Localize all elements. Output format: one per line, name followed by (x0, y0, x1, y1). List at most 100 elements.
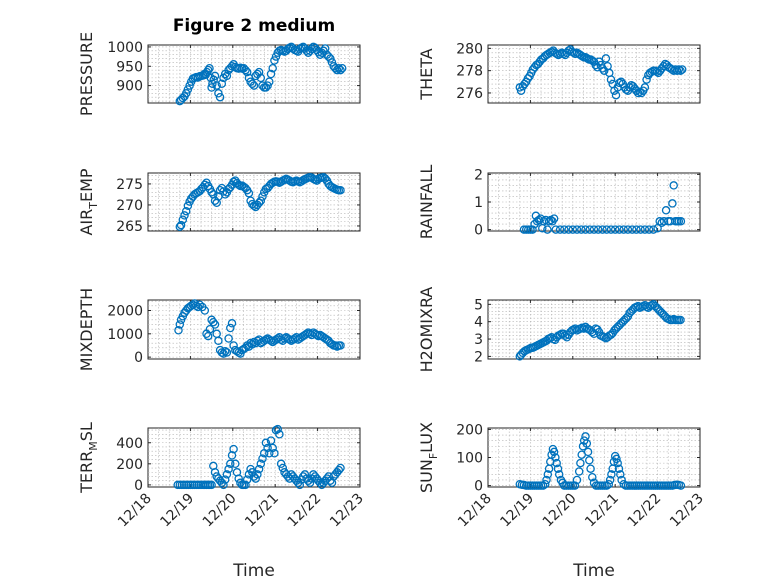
data-point (336, 185, 345, 195)
data-point (334, 63, 344, 73)
y-tick-label: 278 (456, 64, 483, 80)
data-point (332, 65, 342, 75)
data-point (574, 467, 584, 476)
data-point (242, 475, 252, 484)
data-point (217, 79, 227, 88)
data-point (241, 65, 250, 75)
data-point (583, 447, 593, 457)
data-point (224, 464, 233, 474)
data-point (183, 201, 193, 211)
data-point (276, 459, 286, 469)
data-point (241, 480, 250, 490)
data-point (554, 470, 564, 479)
y-axis-label: PRESSURE (77, 32, 96, 116)
data-point (224, 334, 233, 343)
data-point (617, 475, 626, 485)
data-point (222, 71, 232, 81)
axes-theta: 276 278 280 THETA (417, 41, 701, 104)
data-point (258, 192, 267, 201)
data-point (208, 79, 217, 88)
y-axis-label: MIXDEPTH (77, 288, 96, 371)
x-tick-label: 12/21 (582, 491, 622, 531)
data-point (249, 81, 259, 90)
data-point (609, 457, 619, 466)
data-point (229, 444, 238, 454)
data-point (178, 215, 188, 224)
data-point (248, 79, 257, 88)
data-point (598, 64, 607, 73)
data-point (676, 315, 685, 325)
data-point (326, 54, 335, 63)
data-point (273, 424, 282, 434)
data-point (222, 470, 232, 479)
data-point (210, 468, 220, 477)
data-point (302, 46, 311, 56)
data-point (226, 323, 235, 333)
y-tick-label: 1000 (107, 40, 143, 56)
y-tick-label: 400 (116, 436, 143, 452)
y-tick-label: 4 (474, 315, 483, 331)
data-point (234, 474, 243, 483)
data-point (212, 81, 221, 90)
y-tick-label: 2 (474, 349, 483, 365)
data-point (582, 439, 592, 448)
y-tick-label: 1 (474, 195, 483, 211)
y-tick-label: 1000 (107, 327, 143, 343)
data-point (585, 225, 595, 234)
data-point (180, 211, 189, 220)
data-point (586, 464, 595, 473)
data-point (572, 475, 582, 485)
x-axis-label: Time (232, 561, 275, 581)
data-point (253, 470, 262, 479)
y-axis-label: THETA (417, 48, 436, 100)
axes-rainfall: 0 1 2 RAINFALL (417, 165, 701, 240)
data-point (210, 71, 220, 81)
data-point (633, 88, 643, 98)
data-point (268, 63, 277, 73)
data-point (649, 225, 658, 234)
data-point (570, 481, 580, 490)
data-point (254, 67, 264, 77)
data-point (632, 225, 641, 234)
data-point (544, 217, 554, 226)
data-point (314, 48, 323, 57)
data-point (263, 81, 272, 90)
data-point (251, 474, 260, 483)
y-axis-label: RAINFALL (417, 165, 436, 240)
data-point (205, 324, 215, 334)
y-tick-label: 0 (474, 223, 483, 239)
data-point (242, 67, 252, 77)
data-point (263, 443, 272, 453)
data-point (305, 478, 315, 488)
data-point (568, 225, 578, 234)
y-tick-label: 2 (474, 167, 483, 183)
x-tick-label: 12/18 (115, 491, 155, 531)
y-tick-label: 0 (134, 350, 143, 366)
data-point (176, 220, 186, 230)
data-point (215, 92, 225, 102)
data-point (614, 464, 624, 473)
data-point (640, 83, 650, 92)
y-tick-label: 0 (474, 479, 483, 495)
data-point (640, 225, 650, 234)
data-point (564, 225, 573, 234)
data-point (549, 214, 559, 223)
data-point (659, 217, 669, 226)
data-point (315, 478, 325, 488)
data-point (210, 320, 220, 329)
data-point (336, 341, 345, 350)
data-point (275, 430, 284, 439)
y-axis-label: H2OMIXRA (417, 287, 436, 373)
data-point (300, 470, 310, 479)
y-axis-label: AIRTEMP (77, 168, 100, 235)
x-tick-label: 12/22 (285, 491, 325, 531)
data-point (676, 481, 686, 490)
data-point (295, 480, 305, 490)
data-point (254, 464, 264, 474)
data-point (636, 225, 645, 234)
data-point (222, 348, 232, 357)
data-point (676, 217, 686, 226)
data-point (572, 225, 582, 234)
